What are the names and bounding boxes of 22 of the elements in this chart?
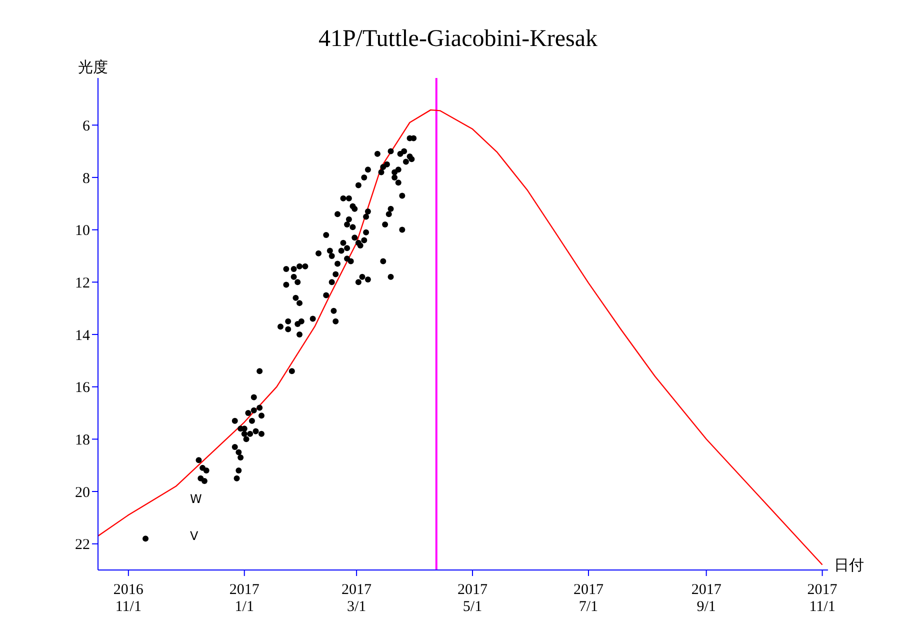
y-tick-label: 22 [75, 537, 90, 554]
y-tick-label: 20 [75, 484, 90, 501]
y-tick-label: 16 [75, 380, 90, 396]
x-tick-label: 2017 9/1 [691, 582, 722, 615]
line-series [98, 109, 823, 566]
annotation: V [190, 529, 198, 543]
x-tick-label: 2017 7/1 [573, 582, 604, 615]
annotation: W [190, 492, 202, 506]
x-tick-label: 2017 3/1 [342, 582, 372, 615]
y-tick-label: 14 [75, 328, 90, 344]
x-tick-label: 2017 1/1 [229, 582, 260, 615]
y-tick-label: 12 [75, 275, 90, 292]
x-tick-label: 2017 11/1 [807, 582, 838, 615]
x-tick-label: 2017 5/1 [458, 582, 488, 615]
y-tick-label: 8 [82, 170, 90, 187]
chart-title: 41P/Tuttle-Giacobini-Kresak [317, 26, 599, 53]
y-tick-label: 10 [75, 223, 90, 240]
x-axis-title: 日付 [834, 556, 864, 575]
y-tick-label: 18 [75, 432, 90, 448]
y-axis-title: 光度 [78, 58, 108, 77]
y-tick-label: 6 [82, 118, 90, 134]
x-tick-label: 2016 11/1 [113, 582, 144, 615]
